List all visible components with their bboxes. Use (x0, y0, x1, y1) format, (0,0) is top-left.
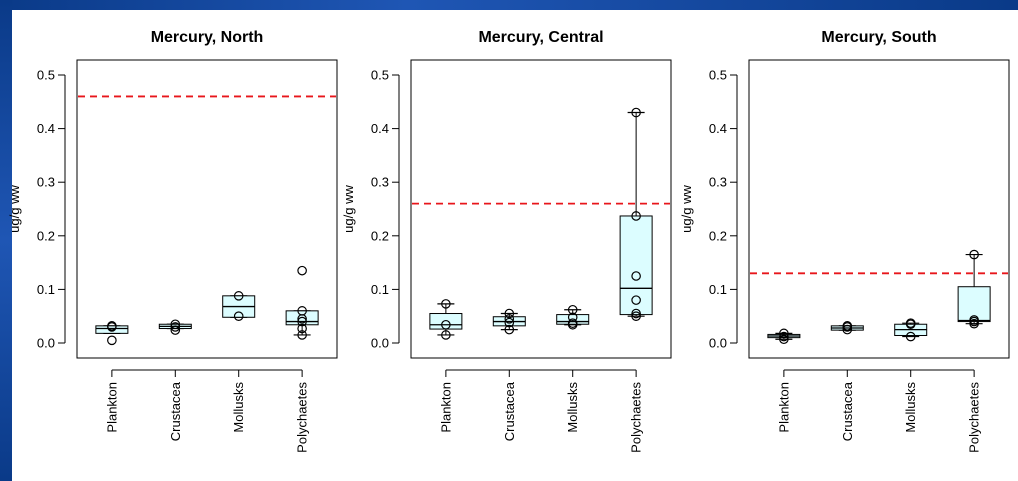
data-point (441, 299, 451, 309)
x-tick-label: Polychaetes (629, 382, 644, 453)
y-tick-label: 0.1 (709, 282, 727, 297)
plot-frame (748, 59, 1010, 359)
data-point (170, 322, 181, 332)
plot-frame (76, 59, 338, 359)
box-polychaetes (285, 265, 319, 340)
y-tick-label: 0.2 (37, 228, 55, 243)
data-point (905, 331, 916, 342)
data-point (969, 249, 979, 260)
data-point (842, 321, 853, 331)
data-point (842, 324, 853, 335)
box-plankton (429, 299, 463, 340)
chart-panel-2: Mercury, Central 0.0 0.1 0.2 0.3 0.4 0.5 ug/g w… (341, 29, 672, 453)
x-tick-label: Mollusks (231, 382, 246, 433)
data-point (107, 335, 117, 346)
box-crustacea (492, 308, 526, 335)
y-tick-label: 0.0 (37, 336, 55, 351)
data-point (170, 319, 181, 330)
box-mollusks (222, 291, 256, 321)
x-tick-label: Mollusks (565, 382, 580, 433)
chart-title: Mercury, South (821, 29, 936, 46)
data-point (504, 317, 515, 328)
box-iqr (619, 215, 653, 316)
data-point (504, 314, 515, 324)
y-tick-label: 0.3 (371, 175, 389, 190)
y-tick-label: 0.3 (709, 175, 727, 190)
slide-frame-top (0, 0, 1018, 10)
y-tick-label: 0.4 (709, 121, 727, 136)
data-point (107, 321, 117, 331)
box-plankton (95, 321, 129, 346)
slide-frame-left (0, 0, 12, 481)
x-tick-label: Crustacea (168, 381, 183, 441)
y-tick-label: 0.5 (37, 68, 55, 83)
chart-title: Mercury, Central (478, 29, 603, 46)
data-point (567, 318, 578, 328)
chart-title: Mercury, North (151, 29, 264, 46)
data-point (905, 318, 916, 328)
data-point (631, 295, 641, 305)
x-tick-label: Plankton (776, 382, 791, 433)
y-tick-label: 0.5 (371, 68, 389, 83)
data-point (297, 265, 307, 276)
y-axis-label: ug/g ww (679, 185, 694, 233)
data-point (170, 325, 181, 335)
x-tick-label: Polychaetes (967, 382, 982, 453)
y-tick-label: 0.1 (37, 282, 55, 297)
box-polychaetes (957, 249, 991, 329)
data-point (631, 271, 641, 281)
y-tick-label: 0.4 (371, 121, 389, 136)
data-point (779, 331, 789, 342)
data-point (441, 330, 451, 340)
y-tick-label: 0.5 (709, 68, 727, 83)
data-point (441, 319, 451, 330)
x-tick-label: Plankton (104, 382, 119, 433)
data-point (969, 315, 979, 325)
box-polychaetes (619, 107, 653, 321)
data-point (297, 306, 307, 316)
data-point (504, 324, 515, 335)
y-tick-label: 0.3 (37, 175, 55, 190)
plot-frame (410, 59, 672, 359)
x-tick-label: Crustacea (840, 381, 855, 441)
y-tick-label: 0.0 (709, 336, 727, 351)
data-point (779, 334, 789, 345)
box-plankton (767, 328, 801, 345)
y-tick-label: 0.0 (371, 336, 389, 351)
data-point (631, 311, 641, 321)
y-tick-label: 0.4 (37, 121, 55, 136)
box-crustacea (158, 319, 192, 335)
box-crustacea (830, 321, 864, 335)
box-mollusks (894, 318, 928, 342)
x-tick-label: Crustacea (502, 381, 517, 441)
data-point (779, 328, 789, 339)
data-point (233, 291, 244, 301)
data-point (631, 211, 641, 221)
box-mollusks (556, 304, 590, 330)
box-iqr (429, 313, 463, 330)
y-tick-label: 0.2 (371, 228, 389, 243)
data-point (233, 311, 244, 321)
x-tick-label: Plankton (438, 382, 453, 433)
y-tick-label: 0.1 (371, 282, 389, 297)
chart-panel-1: Mercury, North 0.0 0.1 0.2 0.3 0.4 0.5 ug/g ww P… (7, 29, 338, 453)
data-point (567, 304, 578, 315)
data-point (504, 308, 515, 319)
chart-panel-3: Mercury, South 0.0 0.1 0.2 0.3 0.4 0.5 ug/g ww P… (679, 29, 1010, 453)
data-point (631, 107, 641, 118)
y-axis-label: ug/g ww (7, 185, 22, 233)
data-point (567, 312, 578, 323)
y-axis-label: ug/g ww (341, 185, 356, 233)
x-tick-label: Polychaetes (295, 382, 310, 453)
data-point (297, 316, 307, 327)
data-point (631, 308, 641, 319)
y-tick-label: 0.2 (709, 228, 727, 243)
data-point (297, 323, 307, 334)
x-tick-label: Mollusks (903, 382, 918, 433)
data-point (297, 330, 307, 340)
